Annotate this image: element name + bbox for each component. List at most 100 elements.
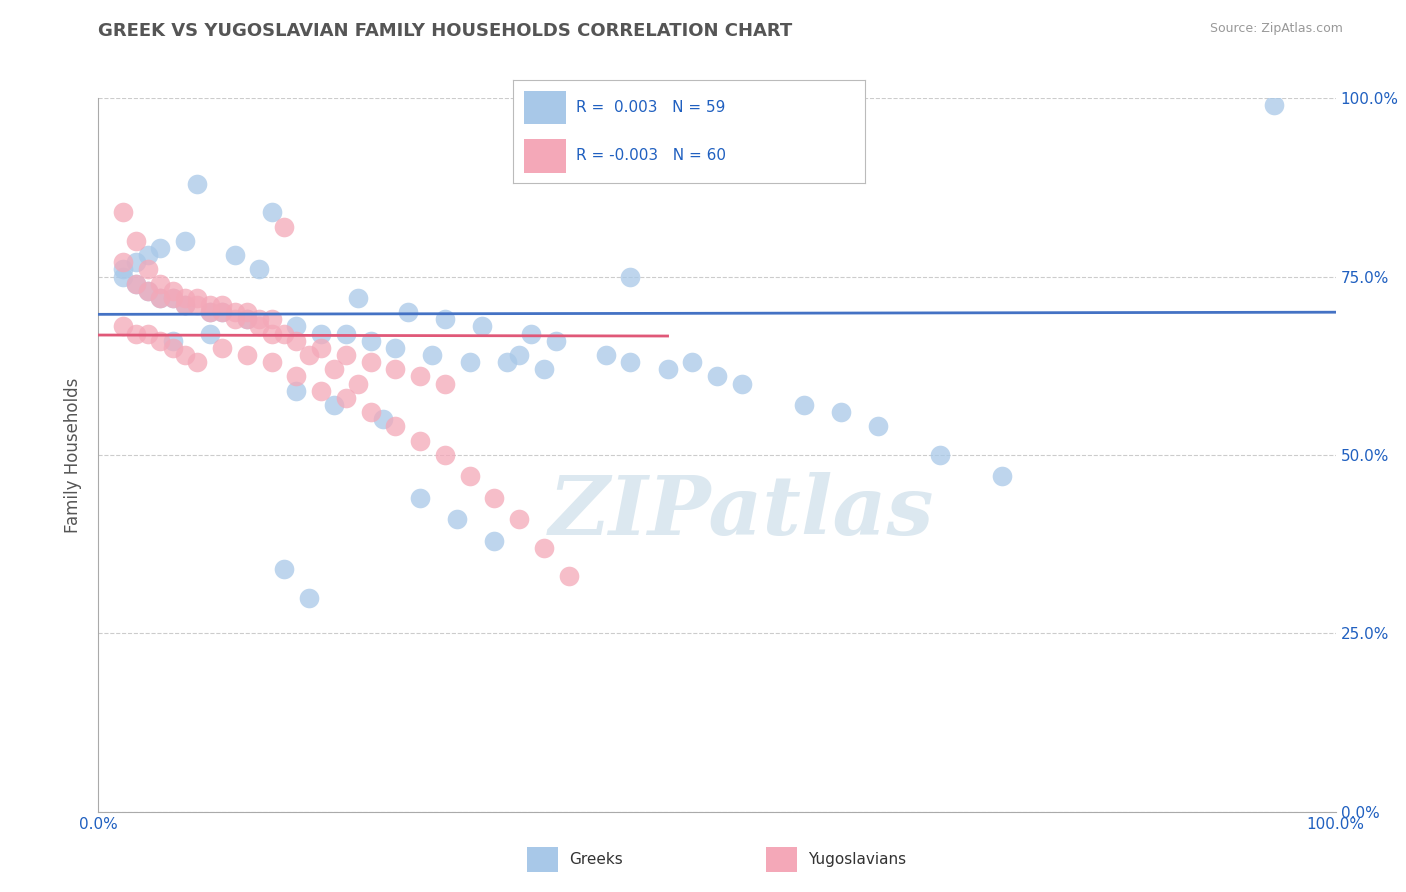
Point (533, 362, 555, 376)
Point (866, 419, 889, 434)
Point (731, 376, 754, 391)
Point (198, 305, 221, 319)
Point (186, 298, 208, 312)
Text: Yugoslavians: Yugoslavians (808, 853, 907, 867)
Point (458, 469, 481, 483)
Point (273, 326, 295, 341)
Point (149, 334, 172, 348)
Point (247, 262, 270, 277)
Point (149, 291, 172, 305)
Point (186, 291, 208, 305)
Point (384, 419, 406, 434)
Point (136, 248, 159, 262)
Point (285, 369, 308, 384)
Point (260, 312, 283, 326)
Point (186, 177, 208, 191)
Point (422, 348, 444, 362)
Point (309, 341, 332, 355)
Point (484, 491, 506, 505)
Point (409, 434, 432, 448)
Point (174, 298, 197, 312)
Point (211, 305, 233, 319)
Text: R =  0.003   N = 59: R = 0.003 N = 59 (576, 100, 725, 115)
Point (433, 448, 456, 462)
Point (298, 348, 321, 362)
Point (211, 341, 233, 355)
Point (706, 369, 728, 384)
Point (557, 112, 579, 127)
Point (260, 205, 283, 219)
Point (112, 262, 135, 277)
Point (471, 319, 494, 334)
Point (124, 234, 146, 248)
Point (174, 291, 197, 305)
Point (162, 291, 184, 305)
Point (793, 398, 815, 412)
Text: Source: ZipAtlas.com: Source: ZipAtlas.com (1209, 22, 1343, 36)
Point (198, 298, 221, 312)
Point (112, 269, 135, 284)
Point (224, 312, 246, 326)
Point (520, 326, 543, 341)
Point (484, 533, 506, 548)
Point (409, 369, 432, 384)
Point (174, 298, 197, 312)
Point (236, 348, 259, 362)
Point (273, 562, 295, 576)
Point (830, 405, 852, 419)
Point (371, 412, 394, 426)
Point (433, 376, 456, 391)
Point (396, 305, 419, 319)
Point (198, 305, 221, 319)
Point (162, 334, 184, 348)
Point (112, 255, 135, 269)
Point (595, 348, 617, 362)
Point (211, 298, 233, 312)
Point (298, 591, 321, 605)
Point (149, 291, 172, 305)
Point (546, 334, 568, 348)
Point (247, 319, 270, 334)
Text: R = -0.003   N = 60: R = -0.003 N = 60 (576, 148, 727, 163)
Point (384, 341, 406, 355)
Text: Greeks: Greeks (569, 853, 623, 867)
Point (657, 362, 679, 376)
Point (335, 348, 357, 362)
Point (335, 326, 357, 341)
Point (260, 326, 283, 341)
Point (224, 248, 246, 262)
Point (322, 362, 344, 376)
Point (619, 269, 641, 284)
Point (112, 319, 135, 334)
Point (285, 319, 308, 334)
Point (112, 205, 135, 219)
Point (236, 312, 259, 326)
Point (619, 355, 641, 369)
Text: ZIPatlas: ZIPatlas (550, 472, 935, 552)
Point (236, 312, 259, 326)
Point (285, 384, 308, 398)
Point (508, 348, 530, 362)
Point (360, 355, 382, 369)
Point (433, 312, 456, 326)
Point (508, 512, 530, 526)
Point (124, 277, 146, 291)
Point (285, 334, 308, 348)
Point (309, 384, 332, 398)
Point (1263, 98, 1285, 112)
Point (928, 448, 950, 462)
Bar (523, 91, 565, 124)
Point (309, 326, 332, 341)
Point (136, 262, 159, 277)
Point (124, 326, 146, 341)
Point (224, 305, 246, 319)
Point (174, 348, 197, 362)
Point (495, 355, 517, 369)
Point (557, 569, 579, 583)
Point (335, 391, 357, 405)
Point (273, 219, 295, 234)
Point (124, 277, 146, 291)
Point (149, 277, 172, 291)
Text: GREEK VS YUGOSLAVIAN FAMILY HOUSEHOLDS CORRELATION CHART: GREEK VS YUGOSLAVIAN FAMILY HOUSEHOLDS C… (98, 22, 793, 40)
Point (446, 512, 468, 526)
